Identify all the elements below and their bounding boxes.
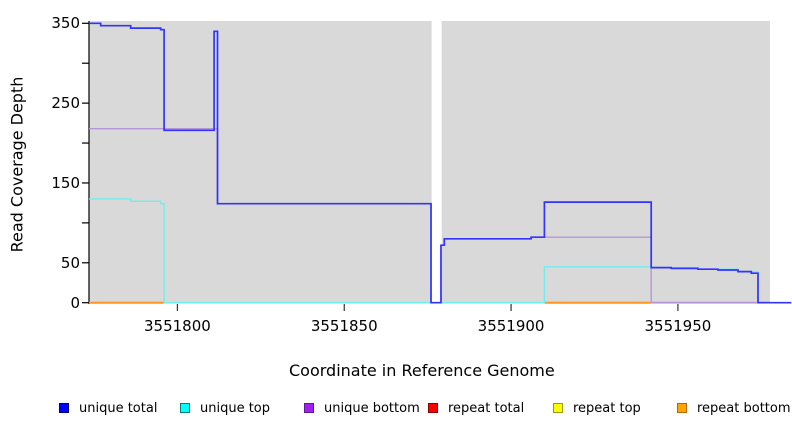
legend-label: repeat total	[448, 400, 525, 416]
legend-swatch-icon	[304, 403, 314, 413]
legend-item-unique-total: unique total	[59, 399, 157, 417]
legend-label: repeat bottom	[697, 400, 791, 416]
y-tick-label: 150	[51, 173, 80, 192]
series-unique-total	[89, 22, 792, 304]
x-axis-title: Coordinate in Reference Genome	[289, 361, 555, 380]
legend-swatch-icon	[428, 403, 438, 413]
x-tick-label: 3551900	[477, 317, 545, 335]
legend-label: unique bottom	[324, 400, 420, 416]
legend-swatch-icon	[677, 403, 687, 413]
coverage-band	[89, 21, 432, 304]
legend-label: unique total	[79, 400, 158, 416]
legend-label: unique top	[200, 400, 271, 416]
legend-swatch-icon	[553, 403, 563, 413]
y-tick-label: 0	[70, 293, 80, 312]
legend-label: repeat top	[573, 400, 641, 416]
x-tick-label: 3551950	[644, 317, 712, 335]
y-tick-label: 250	[51, 94, 80, 113]
x-tick-label: 3551800	[144, 317, 211, 335]
coverage-band	[441, 21, 770, 304]
legend: unique total unique top unique bottom repea…	[0, 399, 792, 419]
x-tick-label: 3551850	[310, 317, 378, 335]
legend-item-repeat-bottom: repeat bottom	[677, 399, 791, 417]
legend-item-repeat-total: repeat total	[428, 399, 524, 417]
legend-swatch-icon	[59, 403, 69, 413]
legend-item-repeat-top: repeat top	[553, 399, 641, 417]
legend-item-unique-top: unique top	[180, 399, 270, 417]
coverage-plot-canvas	[82, 21, 792, 311]
legend-swatch-icon	[180, 403, 190, 413]
legend-item-unique-bottom: unique bottom	[304, 399, 420, 417]
y-tick-label: 350	[51, 14, 80, 33]
y-tick-label: 50	[60, 253, 80, 272]
y-axis-title: Read Coverage Depth	[7, 76, 27, 253]
